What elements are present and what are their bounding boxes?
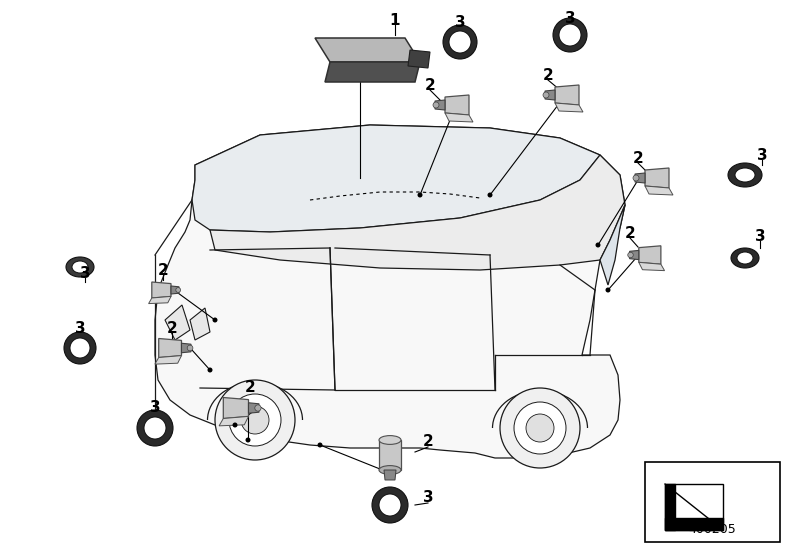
Text: 2: 2 [425,77,435,92]
Polygon shape [158,338,182,357]
Polygon shape [379,440,401,470]
Polygon shape [155,125,625,458]
Text: 2: 2 [166,320,178,335]
Ellipse shape [735,168,755,182]
Ellipse shape [379,465,401,474]
Polygon shape [219,417,249,426]
Circle shape [443,25,477,59]
Circle shape [176,288,181,292]
Ellipse shape [379,436,401,445]
Circle shape [633,175,639,181]
Polygon shape [171,286,179,294]
Text: 2: 2 [245,380,255,395]
Polygon shape [249,403,259,413]
Circle shape [144,417,166,439]
Polygon shape [638,263,665,270]
Circle shape [606,287,610,292]
Text: 2: 2 [422,435,434,450]
Circle shape [526,414,554,442]
Text: 3: 3 [565,11,575,26]
Circle shape [64,332,96,364]
Text: 3: 3 [454,15,466,30]
Polygon shape [182,343,191,353]
Circle shape [215,380,295,460]
Text: 1: 1 [390,12,400,27]
Ellipse shape [66,257,94,277]
Circle shape [372,487,408,523]
Text: 3: 3 [74,320,86,335]
Polygon shape [223,398,249,418]
Circle shape [553,18,587,52]
Polygon shape [600,205,625,285]
Polygon shape [555,85,579,105]
Ellipse shape [737,252,753,264]
Text: 2: 2 [625,226,635,240]
Polygon shape [210,155,625,270]
Circle shape [187,345,193,351]
Polygon shape [635,173,645,183]
Text: 400205: 400205 [689,523,736,536]
Text: 3: 3 [757,147,767,162]
Circle shape [449,31,471,53]
Circle shape [628,252,634,258]
Circle shape [233,422,238,427]
Ellipse shape [731,248,759,268]
Polygon shape [645,168,669,188]
Polygon shape [152,282,171,298]
Polygon shape [555,103,583,112]
FancyBboxPatch shape [665,484,723,530]
Text: 3: 3 [80,265,90,281]
Text: 3: 3 [150,400,160,416]
Circle shape [207,367,213,372]
Circle shape [318,442,322,447]
Polygon shape [192,125,600,232]
Ellipse shape [72,261,88,273]
Polygon shape [435,100,445,110]
Polygon shape [384,470,396,480]
Circle shape [137,410,173,446]
Circle shape [500,388,580,468]
Circle shape [559,24,581,46]
Polygon shape [408,50,430,68]
Polygon shape [315,38,420,62]
Text: 2: 2 [633,151,643,166]
Circle shape [514,402,566,454]
Text: 3: 3 [754,228,766,244]
Polygon shape [325,62,420,82]
Polygon shape [545,90,555,100]
Polygon shape [149,296,171,304]
Polygon shape [165,305,190,340]
Text: 2: 2 [158,263,168,278]
Circle shape [487,193,493,198]
Circle shape [241,406,269,434]
Circle shape [70,338,90,358]
Circle shape [433,102,439,108]
Circle shape [595,242,601,248]
Circle shape [213,318,218,323]
FancyBboxPatch shape [645,462,780,542]
Text: 2: 2 [542,68,554,82]
Polygon shape [155,356,182,364]
Circle shape [255,405,261,411]
Circle shape [543,92,549,98]
Circle shape [229,394,281,446]
Circle shape [379,494,401,516]
Polygon shape [638,246,661,264]
Polygon shape [445,95,469,115]
Polygon shape [630,250,638,260]
Circle shape [418,193,422,198]
Polygon shape [645,186,673,195]
Polygon shape [445,113,473,122]
Polygon shape [190,308,210,340]
Ellipse shape [728,163,762,187]
Text: 3: 3 [422,491,434,506]
Circle shape [246,437,250,442]
